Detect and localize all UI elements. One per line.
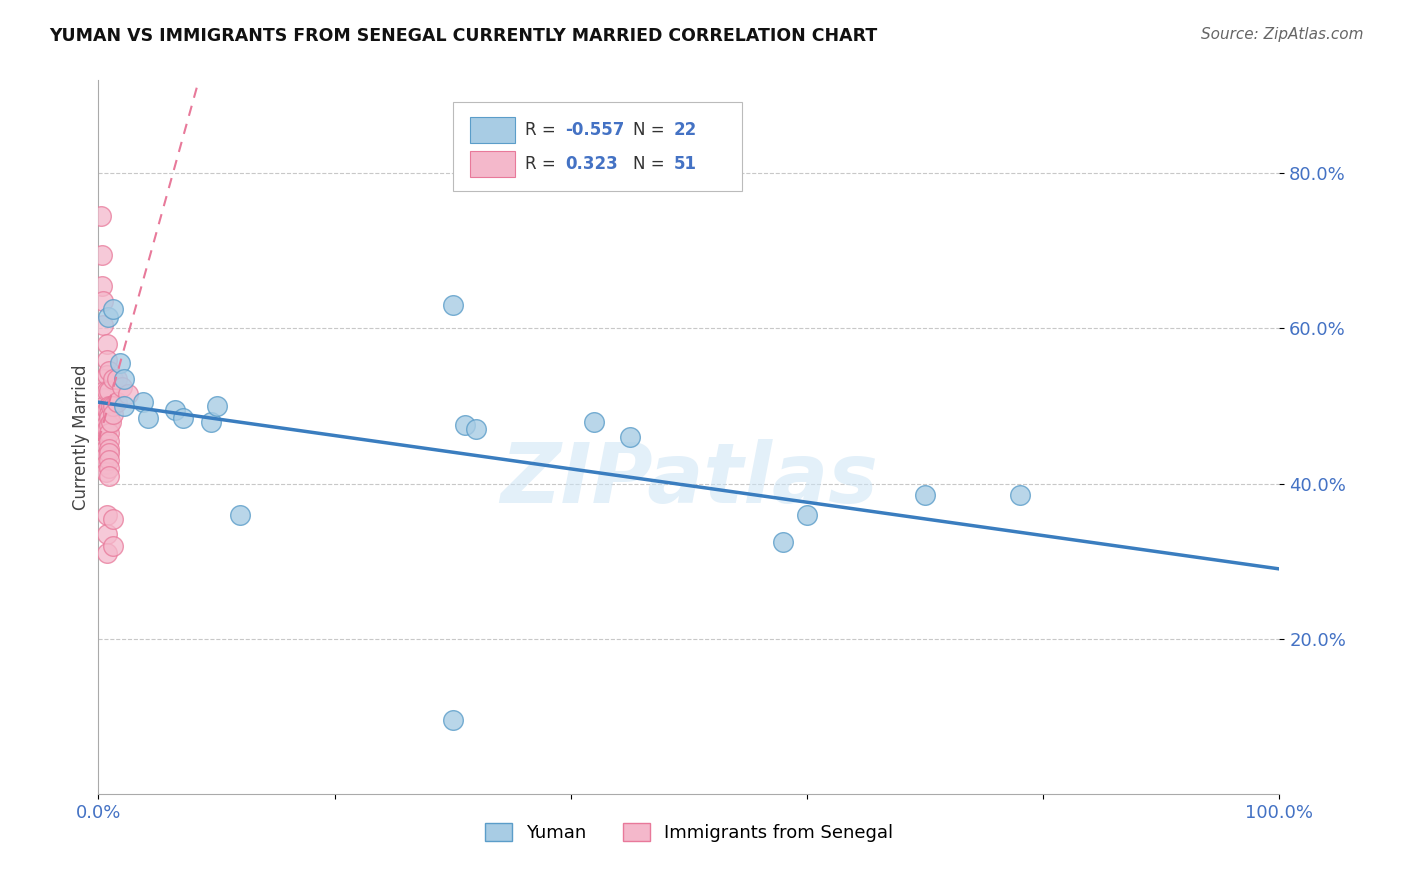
Point <box>441 713 464 727</box>
Point <box>108 356 131 370</box>
Point <box>98 399 121 413</box>
Point <box>132 395 155 409</box>
Point <box>200 415 222 429</box>
Point <box>1008 488 1031 502</box>
Text: N =: N = <box>634 155 671 173</box>
Point <box>93 372 115 386</box>
Point <box>111 379 134 393</box>
Point <box>96 508 118 522</box>
Point <box>93 384 115 398</box>
FancyBboxPatch shape <box>453 102 742 191</box>
Text: 0.323: 0.323 <box>565 155 617 173</box>
Point <box>94 450 117 464</box>
Point <box>205 399 228 413</box>
Point <box>98 364 121 378</box>
Text: R =: R = <box>524 121 561 139</box>
Point <box>93 392 115 406</box>
Text: 51: 51 <box>673 155 696 173</box>
Point <box>98 461 121 475</box>
FancyBboxPatch shape <box>471 152 516 178</box>
Point <box>112 399 135 413</box>
Point <box>96 403 118 417</box>
Text: R =: R = <box>524 155 561 173</box>
Point <box>101 302 124 317</box>
Point <box>98 445 121 459</box>
Text: Source: ZipAtlas.com: Source: ZipAtlas.com <box>1201 27 1364 42</box>
Point <box>98 407 121 421</box>
Point <box>101 372 124 386</box>
Point <box>101 539 124 553</box>
Y-axis label: Currently Married: Currently Married <box>72 364 90 510</box>
Point <box>96 352 118 367</box>
Point <box>96 368 118 382</box>
Point <box>619 430 641 444</box>
Point <box>772 534 794 549</box>
Point <box>796 508 818 522</box>
Point <box>914 488 936 502</box>
Point <box>98 453 121 467</box>
Point <box>105 372 128 386</box>
Text: YUMAN VS IMMIGRANTS FROM SENEGAL CURRENTLY MARRIED CORRELATION CHART: YUMAN VS IMMIGRANTS FROM SENEGAL CURRENT… <box>49 27 877 45</box>
Point <box>98 410 121 425</box>
Point <box>112 372 135 386</box>
Point <box>90 209 112 223</box>
Point <box>165 403 187 417</box>
Point <box>229 508 252 522</box>
Point <box>91 318 114 332</box>
Point <box>94 465 117 479</box>
Point <box>94 442 117 456</box>
Point <box>100 399 122 413</box>
Point <box>101 399 124 413</box>
Point <box>117 387 139 401</box>
Point <box>583 415 606 429</box>
Point <box>172 410 194 425</box>
Point <box>91 278 114 293</box>
Point <box>100 415 122 429</box>
Point <box>94 410 117 425</box>
Point <box>94 418 117 433</box>
Point <box>101 511 124 525</box>
FancyBboxPatch shape <box>471 117 516 143</box>
Point <box>98 468 121 483</box>
Point <box>96 337 118 351</box>
Point <box>93 399 115 413</box>
Point <box>94 434 117 448</box>
Point <box>97 310 120 324</box>
Text: -0.557: -0.557 <box>565 121 624 139</box>
Point <box>465 422 488 436</box>
Text: 22: 22 <box>673 121 697 139</box>
Legend: Yuman, Immigrants from Senegal: Yuman, Immigrants from Senegal <box>478 815 900 849</box>
Point <box>98 418 121 433</box>
Text: ZIPatlas: ZIPatlas <box>501 440 877 520</box>
Point <box>94 426 117 441</box>
Point <box>96 422 118 436</box>
Point <box>105 395 128 409</box>
Point <box>93 403 115 417</box>
Point <box>98 384 121 398</box>
Point <box>96 384 118 398</box>
Point <box>453 418 475 433</box>
Point <box>101 407 124 421</box>
Point <box>136 410 159 425</box>
Point <box>96 546 118 560</box>
Point <box>441 298 464 312</box>
Point <box>94 457 117 471</box>
Point <box>91 294 114 309</box>
Point <box>98 442 121 456</box>
Point <box>91 248 114 262</box>
Point <box>98 434 121 448</box>
Point <box>96 527 118 541</box>
Point <box>98 426 121 441</box>
Text: N =: N = <box>634 121 671 139</box>
